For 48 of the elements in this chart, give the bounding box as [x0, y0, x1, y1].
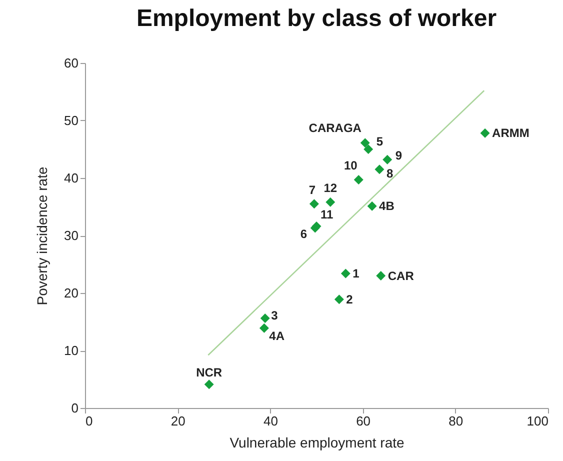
- annotation: ARMM: [492, 126, 530, 140]
- annotation: 10: [344, 158, 358, 173]
- annotation: CAR: [388, 268, 414, 283]
- point: [326, 197, 336, 207]
- point: [382, 154, 392, 164]
- x-tick-label: 40: [263, 414, 278, 428]
- x-tick-label: 0: [86, 414, 93, 428]
- annotation: 7: [308, 182, 316, 197]
- y-tick-label: 60: [64, 56, 78, 70]
- annotation: 9: [395, 148, 402, 163]
- annotation: 4A: [269, 329, 285, 344]
- x-tick-label: 60: [356, 414, 371, 428]
- x-tick-label: 20: [170, 414, 186, 428]
- point: [340, 268, 350, 278]
- annotation: 6: [300, 227, 308, 242]
- point: [309, 199, 319, 209]
- point: [364, 144, 374, 154]
- point: [334, 294, 344, 304]
- annotation: 12: [324, 181, 338, 196]
- annotation: NCR: [196, 365, 222, 380]
- y-tick-label: 20: [64, 286, 78, 300]
- point: [374, 164, 384, 174]
- y-tick-label: 40: [64, 170, 78, 186]
- annotation: 3: [271, 308, 278, 322]
- x-tick-label: 80: [448, 414, 464, 428]
- point: [376, 271, 386, 280]
- point: [480, 128, 490, 138]
- point: [354, 174, 364, 184]
- annotation: 5: [376, 134, 384, 148]
- annotation: 4B: [379, 199, 395, 214]
- point: [259, 323, 269, 333]
- x-tick-label: 100: [526, 414, 548, 428]
- annotation: 8: [386, 166, 394, 180]
- annotation: 1: [352, 266, 360, 280]
- y-tick-label: 30: [64, 228, 78, 243]
- x-axis-title: Vulnerable employment rate: [230, 434, 404, 450]
- annotation: CARAGA: [308, 120, 362, 135]
- chart-title: Employment by class of worker: [136, 5, 497, 32]
- point: [367, 201, 377, 211]
- y-tick-label: 0: [71, 400, 78, 416]
- annotation: 2: [346, 292, 354, 306]
- y-axis-title: Poverty incidence rate: [34, 166, 50, 306]
- y-tick-label: 50: [64, 113, 78, 128]
- point: [204, 380, 214, 390]
- point: [360, 138, 370, 148]
- point: [260, 314, 270, 324]
- annotation: 11: [320, 207, 334, 222]
- y-tick-label: 10: [64, 343, 78, 358]
